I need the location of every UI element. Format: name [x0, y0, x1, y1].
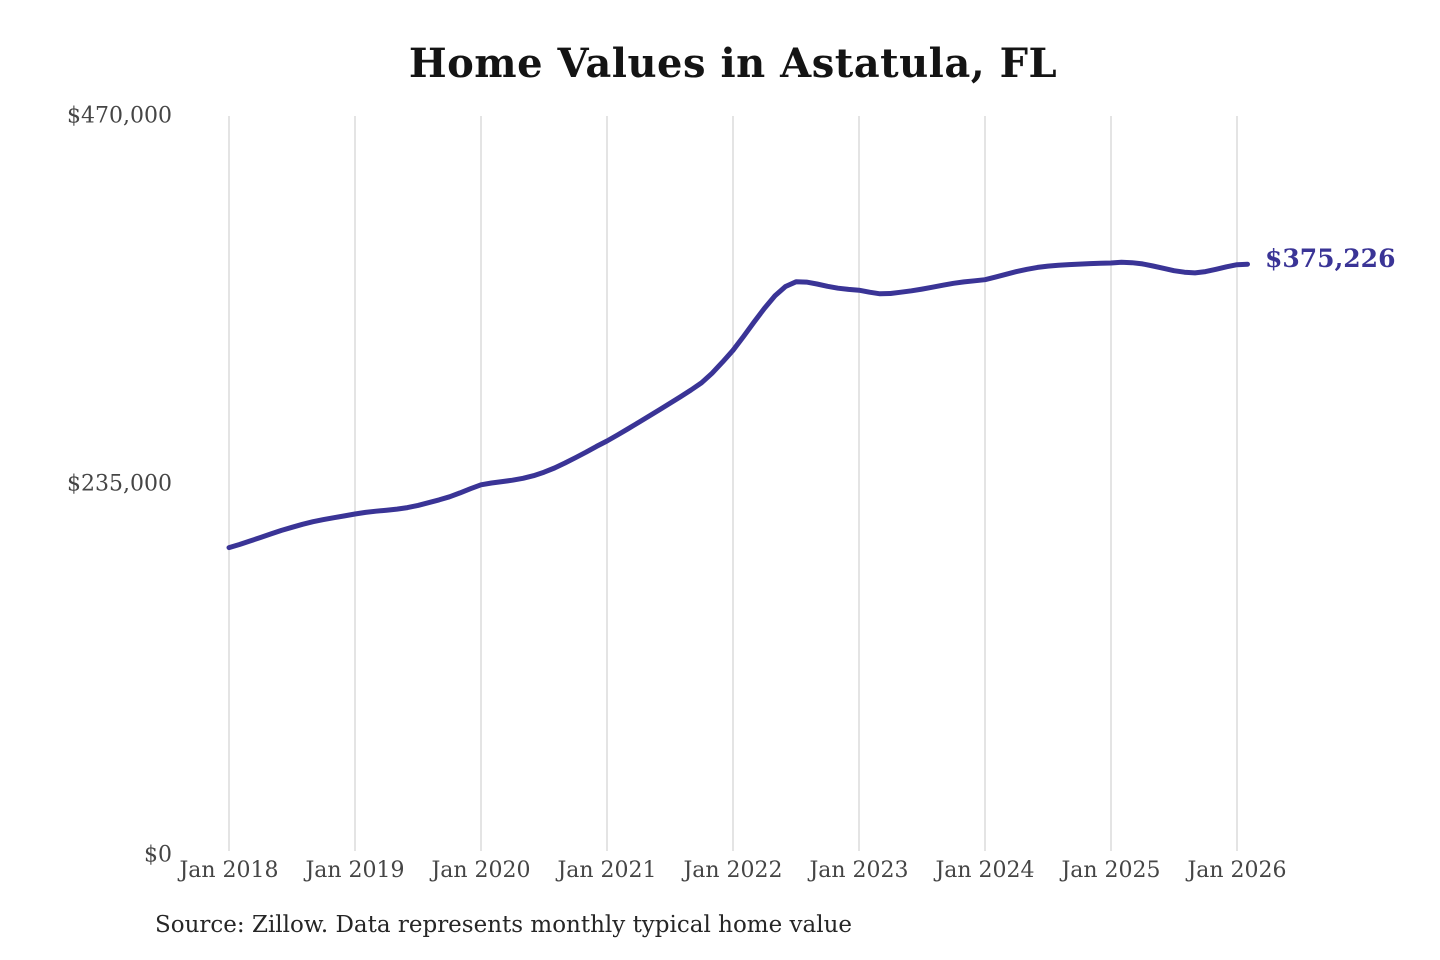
- y-axis-tick-470000: $470,000: [67, 103, 172, 129]
- x-axis-tick-jan-2024: Jan 2024: [935, 858, 1035, 883]
- latest-value-label: $375,226: [1265, 244, 1396, 273]
- chart-title: Home Values in Astatula, FL: [408, 40, 1058, 87]
- x-axis-tick-jan-2019: Jan 2019: [305, 858, 405, 883]
- x-axis-tick-jan-2026: Jan 2026: [1187, 858, 1287, 883]
- source-note: Source: Zillow. Data represents monthly …: [155, 912, 853, 938]
- x-axis-tick-jan-2022: Jan 2022: [683, 858, 783, 883]
- y-axis-tick-235000: $235,000: [67, 471, 172, 497]
- y-axis-tick-0: $0: [144, 842, 172, 868]
- x-axis-tick-jan-2023: Jan 2023: [809, 858, 909, 883]
- x-axis-tick-jan-2025: Jan 2025: [1061, 858, 1161, 883]
- x-axis-tick-jan-2021: Jan 2021: [557, 858, 657, 883]
- x-axis-tick-jan-2020: Jan 2020: [431, 858, 531, 883]
- x-axis-tick-jan-2018: Jan 2018: [179, 858, 279, 883]
